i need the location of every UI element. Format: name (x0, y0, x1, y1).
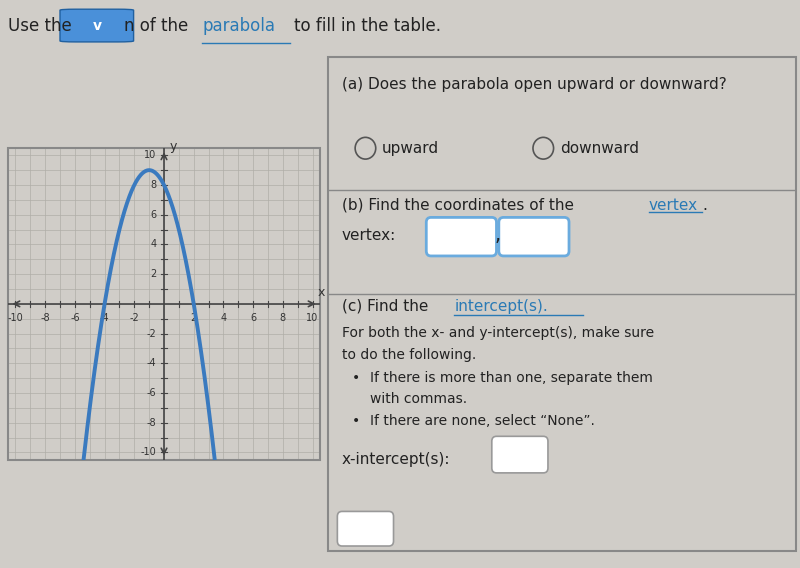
Text: (b) Find the coordinates of the: (b) Find the coordinates of the (342, 198, 574, 212)
Text: (a) Does the parabola open upward or downward?: (a) Does the parabola open upward or dow… (342, 77, 726, 91)
Text: ,: , (495, 226, 501, 245)
Text: with commas.: with commas. (370, 392, 467, 406)
Text: -2: -2 (147, 329, 157, 339)
Text: 6: 6 (250, 313, 256, 323)
Bar (8, 148, 320, 460)
Text: (c) Find the: (c) Find the (342, 299, 429, 314)
FancyBboxPatch shape (426, 218, 497, 256)
Text: upward: upward (382, 141, 439, 156)
Text: If there is more than one, separate them: If there is more than one, separate them (370, 370, 653, 385)
FancyBboxPatch shape (492, 436, 548, 473)
Text: -4: -4 (147, 358, 157, 368)
FancyBboxPatch shape (338, 511, 394, 546)
Text: intercept(s).: intercept(s). (454, 299, 548, 314)
Text: For both the x- and y-intercept(s), make sure: For both the x- and y-intercept(s), make… (342, 326, 654, 340)
Text: Use the: Use the (8, 16, 72, 35)
Text: 2: 2 (190, 313, 197, 323)
Text: 10: 10 (306, 313, 318, 323)
FancyBboxPatch shape (60, 9, 134, 42)
Text: y: y (170, 140, 177, 153)
Text: 6: 6 (150, 210, 157, 220)
Text: 4: 4 (150, 240, 157, 249)
Text: x: x (318, 286, 325, 299)
Text: downward: downward (560, 141, 638, 156)
Text: 10: 10 (144, 151, 157, 160)
Text: parabola: parabola (202, 16, 275, 35)
Text: n of the: n of the (124, 16, 188, 35)
Text: 4: 4 (220, 313, 226, 323)
Text: vertex:: vertex: (342, 228, 396, 243)
Text: •: • (351, 370, 360, 385)
Text: to fill in the table.: to fill in the table. (294, 16, 442, 35)
Text: -2: -2 (130, 313, 139, 323)
Text: -4: -4 (100, 313, 110, 323)
Text: If there are none, select “None”.: If there are none, select “None”. (370, 414, 595, 428)
Text: x-intercept(s):: x-intercept(s): (342, 452, 450, 467)
Text: to do the following.: to do the following. (342, 348, 476, 362)
Text: .: . (702, 198, 707, 212)
Text: -8: -8 (147, 417, 157, 428)
Text: 8: 8 (280, 313, 286, 323)
Text: v: v (92, 19, 102, 32)
Text: vertex: vertex (649, 198, 698, 212)
Text: -10: -10 (7, 313, 23, 323)
Text: 2: 2 (150, 269, 157, 279)
Text: -8: -8 (40, 313, 50, 323)
Text: -6: -6 (147, 388, 157, 398)
FancyBboxPatch shape (499, 218, 569, 256)
Text: •: • (351, 414, 360, 428)
Text: 8: 8 (150, 180, 157, 190)
Text: -10: -10 (141, 448, 157, 457)
Text: -6: -6 (70, 313, 80, 323)
